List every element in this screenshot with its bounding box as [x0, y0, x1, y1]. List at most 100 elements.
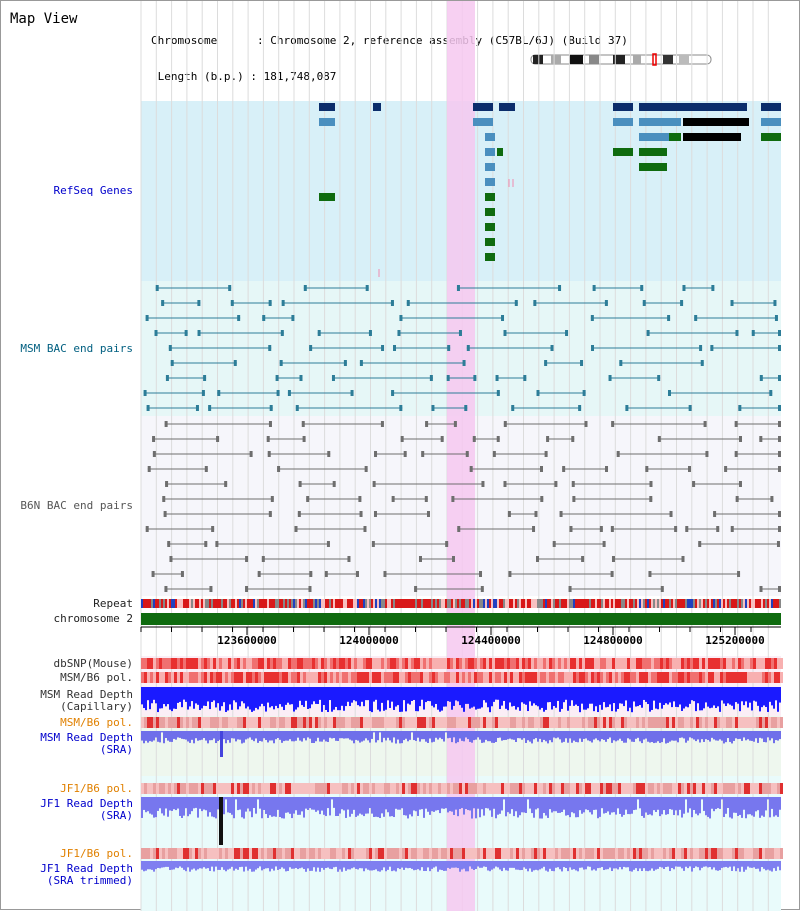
repeat-block [233, 599, 235, 608]
depth-bar [319, 861, 321, 872]
depth-bar [589, 861, 591, 867]
bac-end [737, 571, 741, 577]
depth-bar [541, 731, 543, 743]
repeat-block [143, 599, 145, 608]
depth-bar [399, 731, 401, 744]
heat-cell [321, 783, 324, 794]
track-label-b6n-bac[interactable]: B6N BAC end pairs [20, 499, 133, 512]
depth-bar [763, 687, 765, 706]
depth-bar [367, 731, 369, 741]
bac-end [472, 436, 476, 442]
heat-cell [141, 848, 144, 859]
heat-cell [615, 672, 618, 683]
heat-cell [447, 717, 450, 728]
heat-cell [708, 783, 711, 794]
depth-bar [319, 687, 321, 700]
heat-cell [495, 848, 498, 859]
bac-end [724, 466, 728, 472]
depth-bar [387, 797, 389, 813]
heat-cell [300, 783, 303, 794]
bac-end [203, 375, 207, 381]
track-label-msm-bac[interactable]: MSM BAC end pairs [20, 342, 133, 355]
repeat-block [611, 599, 613, 608]
heat-cell [171, 783, 174, 794]
depth-bar [301, 861, 303, 868]
heat-cell [336, 658, 339, 669]
depth-bar [159, 861, 161, 869]
depth-bar [183, 687, 185, 700]
heat-cell [297, 848, 300, 859]
heat-cell [309, 672, 312, 683]
heat-cell [570, 783, 573, 794]
depth-bar [643, 731, 645, 740]
depth-bar [437, 687, 439, 710]
depth-bar [575, 687, 577, 705]
heat-cell [606, 672, 609, 683]
heat-cell [660, 848, 663, 859]
heat-cell [459, 783, 462, 794]
depth-bar [459, 687, 461, 706]
info-line-chromosome: Chromosome : Chromosome 2, reference ass… [151, 34, 628, 47]
depth-bar [357, 861, 359, 870]
depth-bar [635, 687, 637, 707]
repeat-block [687, 599, 689, 608]
repeat-block [307, 599, 309, 608]
depth-bar [755, 861, 757, 869]
depth-bar [659, 861, 661, 867]
depth-bar [671, 731, 673, 741]
depth-bar [589, 687, 591, 704]
depth-bar [501, 861, 503, 872]
depth-bar [241, 861, 243, 867]
repeat-block [575, 599, 577, 608]
heat-cell [606, 848, 609, 859]
bac-end [380, 421, 384, 427]
heat-cell [768, 848, 771, 859]
heat-cell [171, 848, 174, 859]
depth-bar [405, 797, 407, 816]
depth-bar [717, 797, 719, 809]
depth-bar [705, 731, 707, 740]
bac-end [511, 405, 515, 411]
bac-end [152, 451, 156, 457]
depth-bar [357, 687, 359, 706]
depth-bar [483, 687, 485, 701]
depth-bar [697, 797, 699, 816]
depth-bar [527, 797, 529, 800]
depth-bar [659, 731, 661, 743]
heat-cell [408, 672, 411, 683]
track-label-refseq[interactable]: RefSeq Genes [53, 184, 133, 197]
heat-cell [762, 848, 765, 859]
bac-end [778, 421, 781, 427]
heat-cell [243, 848, 246, 859]
heat-cell [666, 848, 669, 859]
bac-end [458, 330, 462, 336]
depth-bar [307, 861, 309, 869]
depth-bar [707, 731, 709, 741]
depth-bar [489, 797, 491, 811]
chromosome-ideogram[interactable] [529, 53, 719, 67]
repeat-block [331, 599, 333, 608]
repeat-block [145, 599, 147, 608]
repeat-block [713, 599, 715, 608]
depth-bar [393, 861, 395, 871]
depth-bar [429, 731, 431, 739]
heat-cell [273, 658, 276, 669]
heat-cell [285, 848, 288, 859]
depth-bar [189, 797, 191, 815]
bac-end [267, 451, 271, 457]
bac-end [759, 586, 763, 592]
heat-cell [564, 717, 567, 728]
bac-end [705, 451, 709, 457]
depth-bar [771, 797, 773, 809]
depth-bar [739, 797, 741, 815]
bac-end [649, 496, 653, 502]
depth-bar [205, 797, 207, 811]
depth-bar [155, 861, 157, 870]
heat-cell [429, 783, 432, 794]
depth-bar [591, 861, 593, 871]
heat-cell [504, 672, 507, 683]
depth-bar [331, 731, 333, 739]
heat-cell [345, 848, 348, 859]
depth-bar [329, 797, 331, 816]
heat-cell [336, 848, 339, 859]
